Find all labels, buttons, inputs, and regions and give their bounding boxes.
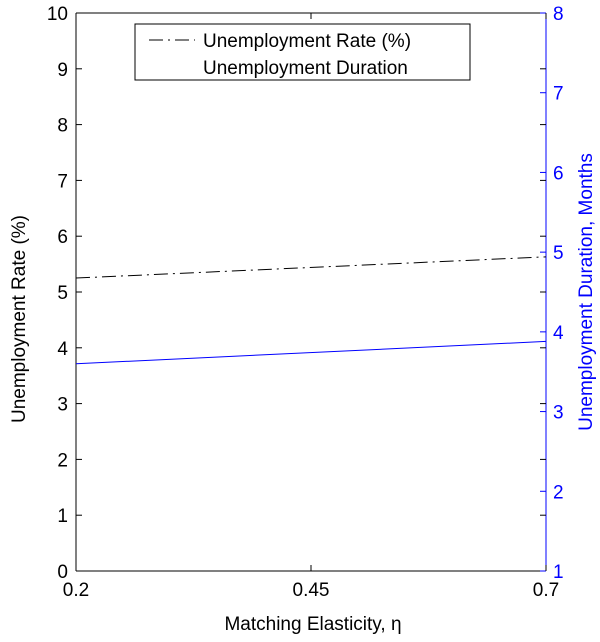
x-axis-title: Matching Elasticity, η (224, 614, 401, 635)
y-tick-label-6: 6 (57, 227, 68, 248)
y-tick-label-9: 9 (57, 60, 68, 81)
y-axis-title: Unemployment Rate (%) (9, 215, 30, 423)
y2-tick-label-0: 1 (553, 562, 564, 583)
y2-tick-label-1: 2 (553, 482, 564, 503)
y-tick-label-1: 1 (57, 506, 68, 527)
x-tick-label-0: 0.2 (63, 580, 89, 601)
legend-label-unemployment-duration: Unemployment Duration (203, 58, 408, 79)
y-tick-label-4: 4 (57, 339, 68, 360)
series-layer (75, 256, 547, 365)
legend: Unemployment Rate (%) Unemployment Durat… (134, 23, 471, 81)
y2-tick-label-7: 8 (553, 4, 564, 25)
y2-tick-label-6: 7 (553, 84, 564, 105)
y-tick-label-5: 5 (57, 283, 68, 304)
ticks-layer: 0 1 2 3 4 5 6 7 8 9 10 1 2 3 4 5 6 7 8 0.2 0.45 0.7 (47, 4, 564, 601)
y-tick-label-3: 3 (57, 395, 68, 416)
y2-tick-label-2: 3 (553, 403, 564, 424)
series-line-1 (75, 340, 547, 365)
y-tick-label-10: 10 (47, 4, 68, 25)
x-tick-label-1: 0.45 (293, 580, 330, 601)
y2-tick-label-5: 6 (553, 163, 564, 184)
y-tick-label-2: 2 (57, 450, 68, 471)
y2-tick-label-4: 5 (553, 243, 564, 264)
y-tick-label-0: 0 (57, 562, 68, 583)
legend-box (134, 23, 471, 81)
y2-tick-label-3: 4 (553, 323, 564, 344)
legend-label-unemployment-rate: Unemployment Rate (%) (203, 31, 411, 52)
x-tick-label-2: 0.7 (533, 580, 559, 601)
y2-axis-title: Unemployment Duration, Months (576, 153, 597, 431)
plot-frame (75, 12, 547, 572)
y-tick-label-7: 7 (57, 171, 68, 192)
y-tick-label-8: 8 (57, 116, 68, 137)
series-line-0 (75, 256, 547, 279)
